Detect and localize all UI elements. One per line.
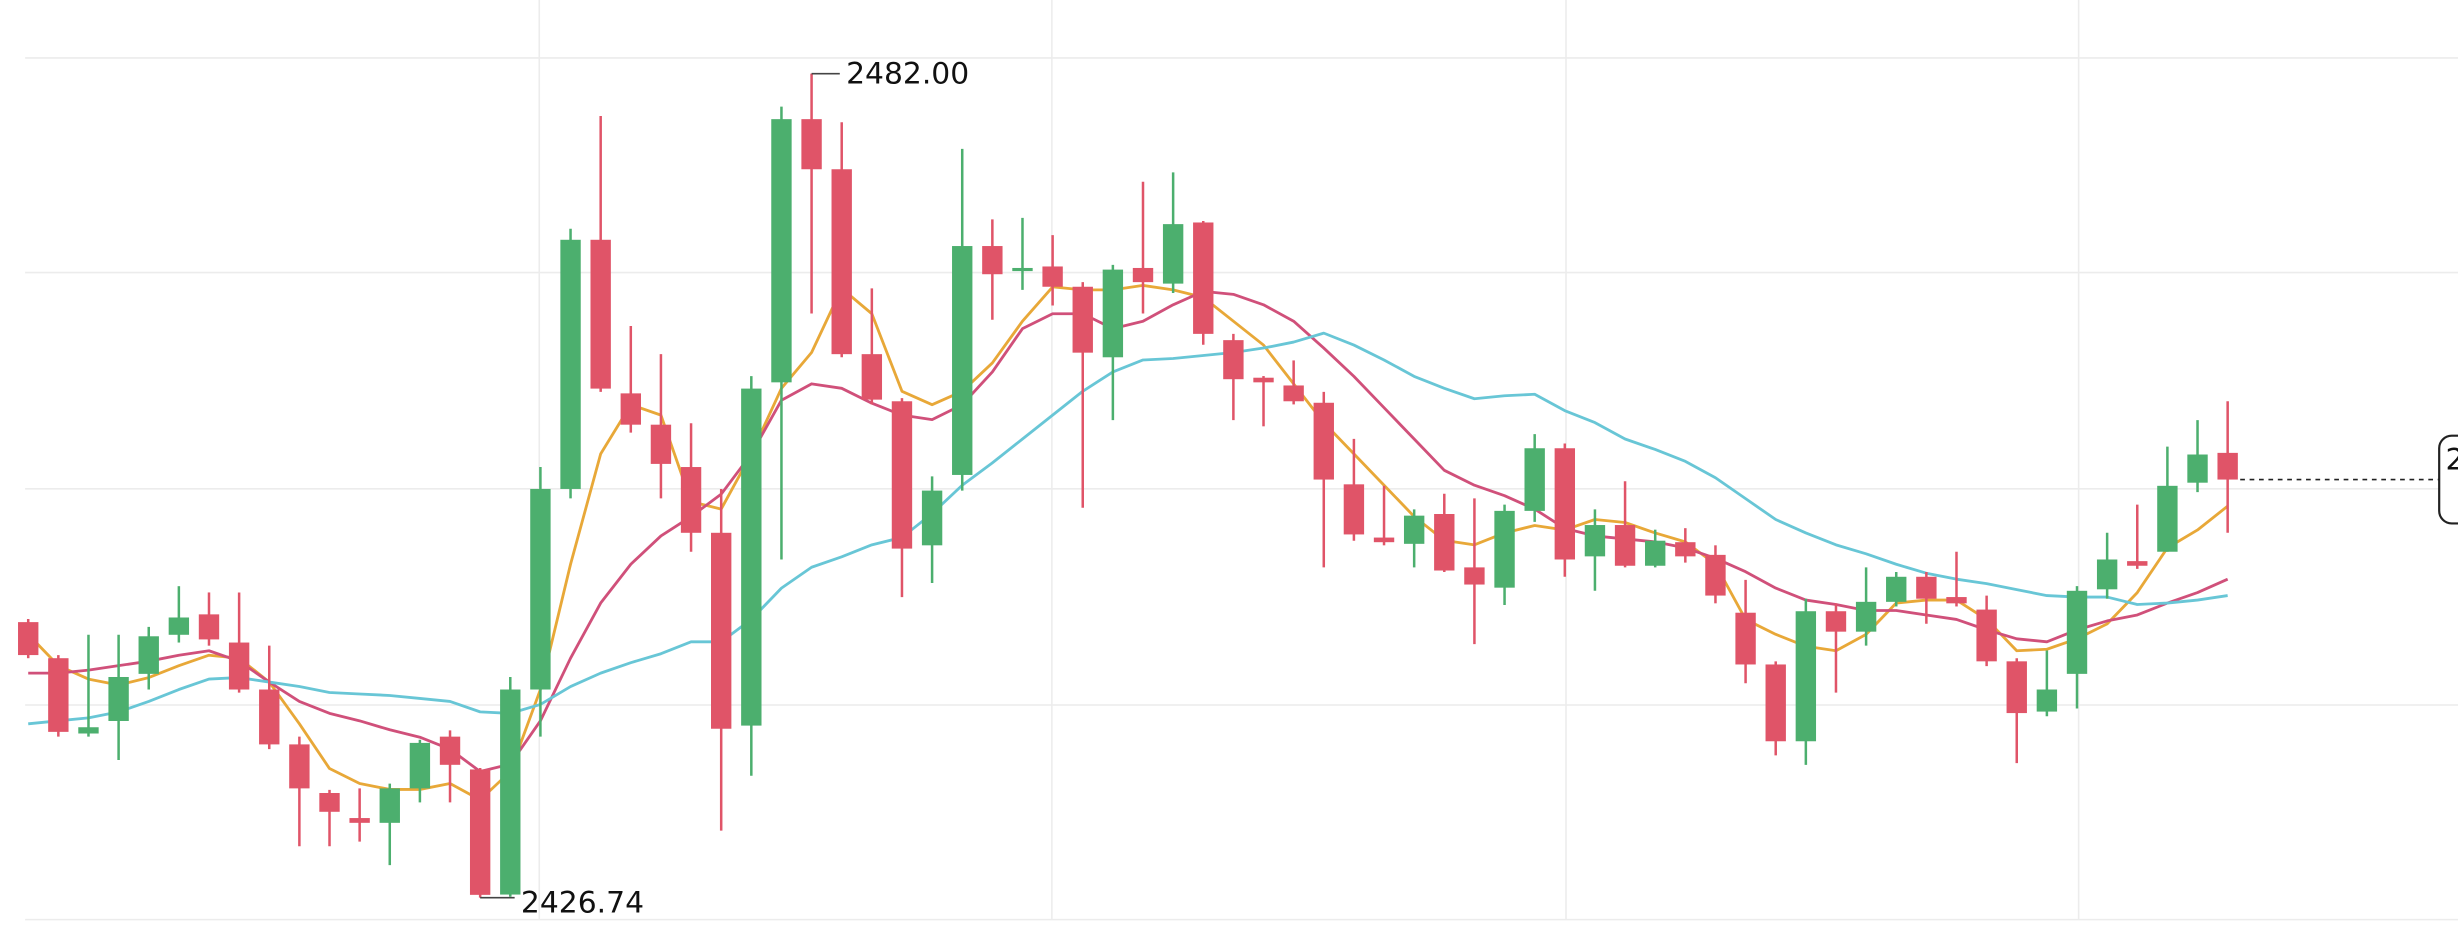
candle-body xyxy=(1403,515,1425,544)
candle-body xyxy=(1102,269,1124,358)
candle-body xyxy=(1705,554,1726,596)
candle-body xyxy=(2066,590,2088,674)
candle-body xyxy=(1645,540,1666,566)
candle-body xyxy=(530,488,551,690)
candle-body xyxy=(801,119,822,170)
candle-body xyxy=(1855,601,1877,632)
candle-body xyxy=(228,642,250,690)
candle-body xyxy=(2127,561,2148,566)
low-label: 2426.74 xyxy=(521,885,644,920)
candle-body xyxy=(1494,510,1515,588)
candle-body xyxy=(2157,485,2178,552)
candle-body xyxy=(138,636,159,674)
candle-body xyxy=(952,246,973,475)
candle-body xyxy=(1886,576,1907,602)
candle-body xyxy=(1343,484,1365,535)
candle-body xyxy=(1795,611,1817,742)
candle-body xyxy=(891,401,913,549)
last-price-label: 2 xyxy=(2445,442,2458,477)
candle-body xyxy=(1132,267,1154,283)
ma-line xyxy=(28,289,2229,773)
candle-body xyxy=(741,388,762,726)
candle-body xyxy=(1765,664,1786,742)
candle-body xyxy=(1373,537,1395,543)
candle-body xyxy=(771,119,792,383)
candle-body xyxy=(2096,559,2118,590)
high-label: 2482.00 xyxy=(846,57,969,92)
candle-body xyxy=(1193,222,1214,334)
candle-body xyxy=(1253,377,1274,383)
candle-body xyxy=(1434,514,1455,571)
candle-body xyxy=(1675,542,1696,557)
candle-body xyxy=(831,169,852,355)
candle-body xyxy=(168,617,190,635)
candle-body xyxy=(1976,609,1997,662)
candle-body xyxy=(1223,340,1244,380)
candle-body xyxy=(1012,267,1033,272)
candle-body xyxy=(259,689,280,745)
candle-body xyxy=(982,246,1003,275)
candle-body xyxy=(1464,567,1485,585)
candle-body xyxy=(590,239,611,389)
candle-body xyxy=(1614,525,1636,566)
candle-body xyxy=(1554,448,1576,560)
candle-body xyxy=(379,788,400,823)
candle-body xyxy=(469,769,491,895)
candle-body xyxy=(560,239,581,489)
last-price-box xyxy=(2438,434,2458,525)
candle-body xyxy=(711,532,732,729)
candle-body xyxy=(319,793,340,812)
candle-body xyxy=(921,490,943,546)
candle-body xyxy=(1825,611,1847,632)
candle-body xyxy=(1072,286,1093,353)
candle-body xyxy=(1946,597,1967,604)
candle-body xyxy=(289,744,310,789)
ma-line xyxy=(28,331,2228,726)
candle-body xyxy=(2006,661,2027,714)
candle-body xyxy=(1735,612,1756,665)
candle-body xyxy=(198,614,220,640)
candle-body xyxy=(680,467,702,533)
candle-body xyxy=(650,424,672,464)
candle-body xyxy=(1584,525,1606,557)
candle-body xyxy=(2217,452,2238,480)
candle-body xyxy=(861,354,883,400)
candle-body xyxy=(1042,266,1063,287)
candle-body xyxy=(1283,385,1304,402)
candle-body xyxy=(500,689,521,895)
candles xyxy=(18,73,2238,898)
candle-body xyxy=(349,818,370,823)
candle-body xyxy=(1313,402,1334,480)
candle-body xyxy=(409,742,431,789)
candle-body xyxy=(620,393,641,425)
ma-line xyxy=(27,283,2229,802)
candle-body xyxy=(1916,576,1937,599)
candle-body xyxy=(2187,454,2208,483)
candle-body xyxy=(18,622,39,656)
candle-body xyxy=(1162,224,1184,284)
candle-body xyxy=(439,736,461,765)
candle-body xyxy=(78,727,99,734)
candle-body xyxy=(2036,689,2058,712)
candle-body xyxy=(108,676,129,721)
grid xyxy=(25,0,2458,921)
candle-body xyxy=(1524,448,1545,511)
candle-body xyxy=(48,658,69,732)
